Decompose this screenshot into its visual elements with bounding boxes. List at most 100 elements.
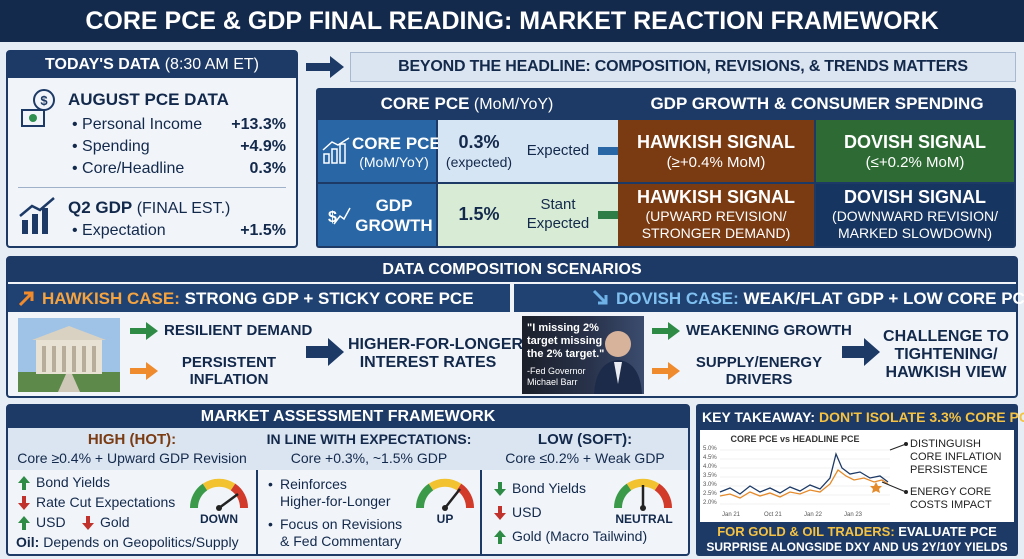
column-footer: Oil: Depends on Geopolitics/Supply <box>16 534 239 550</box>
row-label-cell: $ GDP GROWTH <box>318 184 436 246</box>
gauge <box>415 478 475 511</box>
case-text: STRONG GDP + STICKY CORE PCE <box>184 289 474 308</box>
signal-sub: STRONGER DEMAND) <box>641 225 791 241</box>
mini-chart <box>719 449 890 505</box>
title-bar: CORE PCE & GDP FINAL READING: MARKET REA… <box>0 0 1024 42</box>
y-tick-label: 2.5% <box>703 491 717 497</box>
attribution: Michael Barr <box>527 377 578 387</box>
footer-text: EVALUATE PCE <box>898 524 997 539</box>
row-value-cell: 0.3% (expected) Expected <box>438 120 618 182</box>
column-title: IN LINE WITH EXPECTATIONS: <box>266 431 472 447</box>
title-sub: (8:30 AM ET) <box>164 56 259 73</box>
up-arrow <box>494 530 506 544</box>
down-arrow-icon <box>592 289 608 305</box>
gdp-title-sub: (FINAL EST.) <box>136 200 231 217</box>
driver: RESILIENT DEMAND <box>164 322 313 339</box>
item: Gold <box>100 514 130 530</box>
gdp-title: Q2 GDP (FINAL EST.) <box>68 198 230 218</box>
takeaway-footer: SURPRISE ALONGSIDE DXY AND US 2Y/10Y YIE… <box>706 540 1008 554</box>
row-note: Expected <box>526 215 590 232</box>
annotation: COSTS IMPACT <box>910 499 992 511</box>
portrait <box>594 331 642 394</box>
item-value: +1.5% <box>240 222 286 239</box>
driver: WEAKENING GROWTH <box>686 322 852 339</box>
quote: "I missing 2% <box>527 322 599 334</box>
divider <box>18 187 286 188</box>
panel-title: TODAY'S DATA (8:30 AM ET) <box>8 56 296 74</box>
panel-title: DATA COMPOSITION SCENARIOS <box>382 261 642 278</box>
bullet: • <box>268 516 273 532</box>
attribution: -Fed Governor <box>527 366 586 376</box>
row-value-sub: (expected) <box>445 154 513 170</box>
green-arrow <box>130 322 158 340</box>
row-label: GROWTH <box>355 216 433 235</box>
quote: the 2% target." <box>527 348 605 360</box>
svg-text:$: $ <box>328 209 337 226</box>
gauge-label: DOWN <box>200 512 238 526</box>
takeaway-chart-area: CORE PCE vs HEADLINE PCE 5.0% 4.5% 4.0% … <box>700 430 1014 522</box>
item-value: +13.3% <box>231 116 286 133</box>
item-label: Expectation <box>82 222 166 239</box>
driver: INFLATION <box>189 371 269 388</box>
signal-sub: (≤+0.2% MoM) <box>865 154 965 171</box>
footer-text: Depends on Geopolitics/Supply <box>43 534 239 550</box>
gauge <box>189 478 249 511</box>
annotation: DISTINGUISH <box>910 438 981 450</box>
table-header: CORE PCE (MoM/YoY) <box>316 94 618 114</box>
item-value: +4.9% <box>240 138 286 155</box>
y-tick-label: 4.5% <box>703 455 717 461</box>
column-subtitle: Core ≤0.2% + Weak GDP <box>505 450 665 466</box>
down-arrow <box>494 482 506 496</box>
column-subtitle: Core ≥0.4% + Upward GDP Revision <box>17 450 247 466</box>
annotation-leaders <box>881 442 908 494</box>
governor-photo: "I missing 2% target missing the 2% targ… <box>522 316 644 394</box>
bullet: • Expectation <box>72 222 166 239</box>
x-tick-label: Jan 22 <box>804 512 823 518</box>
driver: SUPPLY/ENERGY <box>695 354 823 371</box>
dovish-cell: DOVISH SIGNAL (≤+0.2% MoM) <box>816 120 1014 182</box>
row-icon: $ <box>328 207 351 226</box>
column-title: HIGH (HOT): <box>87 431 177 448</box>
item-value: 0.3% <box>249 160 286 177</box>
gauge <box>613 478 673 511</box>
column-divider <box>480 428 482 554</box>
item: Reinforces <box>280 476 347 492</box>
bullet: • Core/Headline <box>72 160 185 177</box>
up-arrow <box>18 476 30 490</box>
takeaway-heading: KEY TAKEAWAY: DON'T ISOLATE 3.3% CORE PC… <box>702 409 1024 425</box>
signal-sub: (≥+0.4% MoM) <box>666 154 766 171</box>
annotation: CORE INFLATION <box>910 451 1002 463</box>
orange-arrow <box>652 362 680 380</box>
mini-chart-title: CORE PCE vs HEADLINE PCE <box>730 434 860 444</box>
chart-icon <box>19 197 55 234</box>
signal-sub: (DOWNWARD REVISION/ <box>832 208 998 224</box>
green-arrow <box>652 322 680 340</box>
footer-label: FOR GOLD & OIL TRADERS: <box>717 524 895 539</box>
item: USD <box>36 514 66 530</box>
signal-title: DOVISH SIGNAL <box>843 132 986 152</box>
down-arrow <box>82 516 94 530</box>
quote: target missing <box>527 335 603 347</box>
item: Bond Yields <box>36 474 110 490</box>
item: Higher-for-Longer <box>280 493 391 509</box>
signal-sub: MARKED SLOWDOWN) <box>838 225 992 241</box>
hawkish-header: HAWKISH CASE: STRONG GDP + STICKY CORE P… <box>8 284 510 312</box>
row-value: 1.5% <box>458 204 500 224</box>
column-subtitle: Core +0.3%, ~1.5% GDP <box>290 450 448 466</box>
case-heading: HAWKISH CASE: STRONG GDP + STICKY CORE P… <box>42 289 474 309</box>
item: Gold (Macro Tailwind) <box>512 528 648 544</box>
y-tick-label: 5.0% <box>703 446 717 452</box>
title-main: TODAY'S DATA <box>45 56 161 73</box>
row-note: Expected <box>526 142 590 159</box>
item: Bond Yields <box>512 480 586 496</box>
column-head-band <box>8 428 688 470</box>
result: INTEREST RATES <box>359 354 497 371</box>
up-arrow-icon <box>18 291 34 307</box>
footer-label: Oil: <box>16 534 40 550</box>
item: USD <box>512 504 542 520</box>
hawkish-cell: HAWKISH SIGNAL (UPWARD REVISION/ STRONGE… <box>618 184 814 246</box>
y-tick-label: 3.5% <box>703 473 717 479</box>
signal-title: HAWKISH SIGNAL <box>636 187 795 207</box>
y-tick-label: 2.0% <box>703 500 717 506</box>
result: HAWKISH VIEW <box>885 364 1007 381</box>
